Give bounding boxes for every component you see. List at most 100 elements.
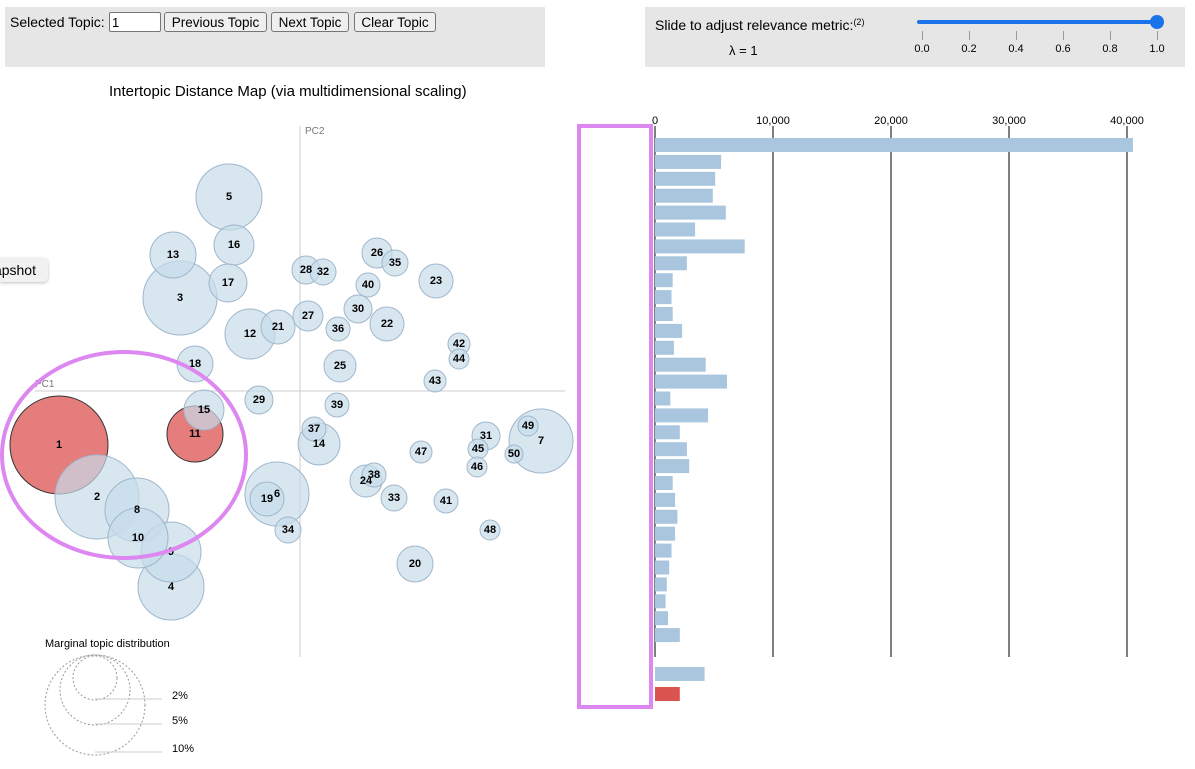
- topic-circle-19[interactable]: [249, 481, 285, 517]
- term-bar[interactable]: [655, 154, 722, 169]
- term-bar[interactable]: [655, 492, 676, 507]
- topic-label-30: 30: [352, 303, 364, 315]
- topic-circle-21[interactable]: [260, 309, 296, 345]
- term-bar[interactable]: [655, 256, 687, 271]
- term-bar[interactable]: [655, 323, 683, 338]
- term-bar[interactable]: [655, 628, 680, 643]
- term-bar[interactable]: [655, 611, 668, 626]
- slider-tick-label: 0.4: [1008, 43, 1024, 55]
- term-bar[interactable]: [655, 222, 696, 237]
- term-bar[interactable]: [655, 340, 674, 355]
- term-bar-highlight[interactable]: [655, 687, 680, 701]
- topic-circle-29[interactable]: [244, 385, 274, 415]
- topic-circle-37[interactable]: [301, 416, 327, 442]
- term-bar[interactable]: [655, 290, 672, 305]
- topic-circle-44[interactable]: [448, 348, 470, 370]
- topic-circle-47[interactable]: [409, 440, 433, 464]
- topic-circle-39[interactable]: [324, 392, 350, 418]
- term-bar[interactable]: [655, 543, 672, 558]
- topic-label-25: 25: [334, 360, 346, 372]
- pc1-label: PC1: [35, 379, 55, 390]
- topic-circle-27[interactable]: [292, 300, 324, 332]
- term-bar[interactable]: [655, 205, 726, 220]
- topic-label-17: 17: [222, 277, 234, 289]
- marginal-label-5pct: 5%: [172, 715, 188, 727]
- term-bar[interactable]: [655, 560, 670, 575]
- term-bar[interactable]: [655, 594, 666, 609]
- topic-circle-50[interactable]: [504, 444, 524, 464]
- term-bar[interactable]: [655, 526, 676, 541]
- topic-circle-49[interactable]: [517, 415, 539, 437]
- topic-label-14: 14: [313, 438, 326, 450]
- topic-circle-40[interactable]: [355, 272, 381, 298]
- term-bar[interactable]: [655, 442, 687, 457]
- topic-circle-34[interactable]: [274, 516, 302, 544]
- term-bar[interactable]: [655, 577, 667, 592]
- term-bar[interactable]: [655, 459, 690, 474]
- term-bar[interactable]: [655, 476, 673, 490]
- topic-label-34: 34: [282, 524, 295, 536]
- term-bar[interactable]: [655, 273, 673, 288]
- term-bar[interactable]: [655, 307, 673, 321]
- previous-topic-button[interactable]: Previous Topic: [164, 12, 267, 32]
- term-bar[interactable]: [655, 188, 713, 203]
- map-title: Intertopic Distance Map (via multidimens…: [109, 83, 467, 100]
- bar-tick-label: 40,000: [1110, 115, 1144, 127]
- topic-circle-23[interactable]: [418, 263, 454, 299]
- topic-label-22: 22: [381, 318, 393, 330]
- topic-label-23: 23: [430, 275, 442, 287]
- topic-circle-20[interactable]: [396, 545, 434, 583]
- term-bar[interactable]: [655, 408, 709, 423]
- topic-label-4: 4: [168, 581, 175, 593]
- topic-label-42: 42: [453, 338, 465, 350]
- selected-topic-input[interactable]: [109, 12, 161, 32]
- term-bar[interactable]: [655, 171, 716, 186]
- topic-label-27: 27: [302, 310, 314, 322]
- term-bar[interactable]: [655, 667, 705, 681]
- topic-label-36: 36: [332, 323, 344, 335]
- term-bar[interactable]: [655, 509, 678, 524]
- topic-label-8: 8: [134, 504, 140, 516]
- term-bar[interactable]: [655, 239, 745, 254]
- topic-label-33: 33: [388, 492, 400, 504]
- topic-circle-35[interactable]: [381, 249, 409, 277]
- relevance-slider-track[interactable]: [917, 20, 1157, 24]
- snapshot-button[interactable]: Snapshot: [0, 258, 48, 282]
- term-bar[interactable]: [655, 138, 1133, 152]
- lambda-value: λ = 1: [729, 43, 758, 58]
- topic-circle-33[interactable]: [380, 484, 408, 512]
- next-topic-button[interactable]: Next Topic: [271, 12, 349, 32]
- relevance-slider-thumb[interactable]: [1150, 15, 1164, 29]
- topic-circle-10[interactable]: [107, 507, 169, 569]
- topic-label-6: 6: [274, 488, 280, 500]
- term-bar[interactable]: [655, 391, 671, 406]
- topic-circle-43[interactable]: [423, 369, 447, 393]
- topic-circle-36[interactable]: [325, 316, 351, 342]
- topic-label-15: 15: [198, 404, 210, 416]
- topic-circle-25[interactable]: [323, 349, 357, 383]
- term-bar[interactable]: [655, 357, 706, 372]
- topic-label-47: 47: [415, 446, 427, 458]
- topic-circle-30[interactable]: [343, 294, 373, 324]
- topic-label-32: 32: [317, 266, 329, 278]
- relevance-panel: [645, 7, 1185, 67]
- topic-circle-41[interactable]: [433, 488, 459, 514]
- slider-tick: [1110, 31, 1111, 40]
- topic-circle-48[interactable]: [479, 519, 501, 541]
- topic-label-7: 7: [538, 435, 544, 447]
- term-bar[interactable]: [655, 425, 680, 440]
- topic-circle-46[interactable]: [466, 456, 488, 478]
- topic-circle-22[interactable]: [369, 306, 405, 342]
- topic-circle-13[interactable]: [149, 231, 197, 279]
- term-bar[interactable]: [655, 374, 727, 389]
- bar-tick-label: 10,000: [756, 115, 790, 127]
- topic-circle-32[interactable]: [309, 258, 337, 286]
- topic-circle-38[interactable]: [361, 462, 387, 488]
- annotation-rectangle: [577, 124, 653, 709]
- topic-circle-17[interactable]: [208, 263, 248, 303]
- relevance-footnote[interactable]: (2): [853, 17, 865, 27]
- topic-circle-15[interactable]: [183, 389, 225, 431]
- clear-topic-button[interactable]: Clear Topic: [354, 12, 436, 32]
- topic-label-50: 50: [508, 448, 520, 460]
